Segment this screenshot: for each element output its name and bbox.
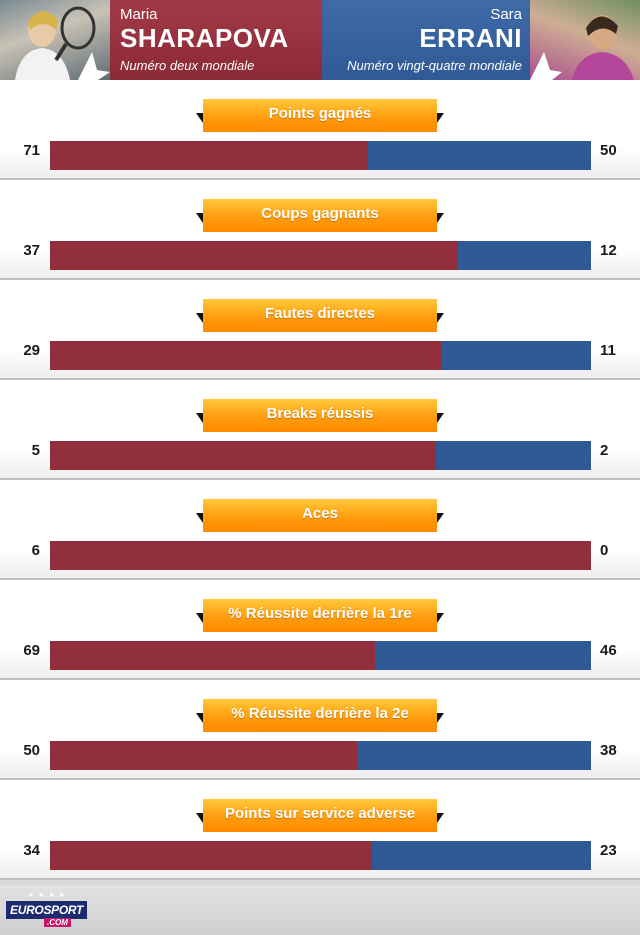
stat-value-left: 34 xyxy=(23,842,40,859)
player-right-photo xyxy=(530,0,640,80)
stat-comparison-bar xyxy=(50,241,591,270)
player-left-silhouette-icon xyxy=(15,6,110,80)
stat-bar-left-share xyxy=(50,641,375,670)
player-right-last-name: ERRANI xyxy=(419,23,522,53)
stat-row: Points gagnés 71 50 xyxy=(0,80,640,180)
stat-value-right: 50 xyxy=(600,142,617,159)
stat-value-right: 12 xyxy=(600,242,617,259)
banner-tab-left-icon xyxy=(196,413,203,423)
stat-bar-left-share xyxy=(50,341,443,370)
player-left-panel: Maria SHARAPOVA Numéro deux mondiale xyxy=(0,0,322,80)
stat-bar-left-share xyxy=(50,841,373,870)
stat-label: Aces xyxy=(203,499,437,532)
banner-tab-right-icon xyxy=(437,213,444,223)
stat-row: Fautes directes 29 11 xyxy=(0,280,640,380)
stat-label: % Réussite derrière la 2e xyxy=(203,699,437,732)
stat-label-banner: Points sur service adverse xyxy=(196,799,444,832)
stat-label: Fautes directes xyxy=(203,299,437,332)
banner-tab-left-icon xyxy=(196,113,203,123)
stat-label: Breaks réussis xyxy=(203,399,437,432)
stat-value-left: 6 xyxy=(31,542,40,559)
stat-label-banner: % Réussite derrière la 2e xyxy=(196,699,444,732)
player-right-silhouette-icon xyxy=(530,15,634,80)
eurosport-logo[interactable]: ★ ★ ★ ★ EUROSPORT .COM xyxy=(6,892,88,929)
banner-tab-right-icon xyxy=(437,613,444,623)
stat-row: Breaks réussis 5 2 xyxy=(0,380,640,480)
stat-comparison-bar xyxy=(50,441,591,470)
player-right-rank: Numéro vingt-quatre mondiale xyxy=(347,58,522,73)
banner-tab-right-icon xyxy=(437,713,444,723)
banner-tab-left-icon xyxy=(196,813,203,823)
stat-bar-left-share xyxy=(50,441,437,470)
stat-label-banner: Breaks réussis xyxy=(196,399,444,432)
player-right-first-name: Sara xyxy=(490,6,522,23)
logo-main-text: EUROSPORT xyxy=(6,901,88,919)
stat-comparison-bar xyxy=(50,641,591,670)
match-header: Maria SHARAPOVA Numéro deux mondiale Sar… xyxy=(0,0,640,80)
stat-label-banner: Fautes directes xyxy=(196,299,444,332)
stat-value-left: 5 xyxy=(31,442,40,459)
stat-label-banner: Coups gagnants xyxy=(196,199,444,232)
banner-tab-right-icon xyxy=(437,813,444,823)
stat-label-banner: Points gagnés xyxy=(196,99,444,132)
stat-label: Points gagnés xyxy=(203,99,437,132)
logo-sub-text: .COM xyxy=(44,918,71,927)
stat-row: % Réussite derrière la 2e 50 38 xyxy=(0,680,640,780)
stats-list: Points gagnés 71 50 Coups gagnants 37 12 Faute… xyxy=(0,80,640,880)
stat-value-right: 38 xyxy=(600,742,617,759)
banner-tab-left-icon xyxy=(196,513,203,523)
banner-tab-left-icon xyxy=(196,613,203,623)
banner-tab-right-icon xyxy=(437,413,444,423)
stars-icon: ★ ★ ★ ★ xyxy=(28,892,66,899)
stat-bar-left-share xyxy=(50,541,591,570)
stat-value-left: 29 xyxy=(23,342,40,359)
stat-value-right: 0 xyxy=(600,542,609,559)
banner-tab-right-icon xyxy=(437,313,444,323)
player-left-last-name: SHARAPOVA xyxy=(120,23,289,53)
player-left-photo xyxy=(0,0,110,80)
stat-bar-left-share xyxy=(50,141,368,170)
player-left-first-name: Maria xyxy=(120,6,158,23)
stat-value-right: 2 xyxy=(600,442,609,459)
stat-label: Points sur service adverse xyxy=(203,799,437,832)
player-left-rank: Numéro deux mondiale xyxy=(120,58,255,73)
stat-label: Coups gagnants xyxy=(203,199,437,232)
stat-label-banner: Aces xyxy=(196,499,444,532)
stat-comparison-bar xyxy=(50,341,591,370)
stat-value-right: 11 xyxy=(600,342,616,359)
stat-comparison-bar xyxy=(50,741,591,770)
banner-tab-right-icon xyxy=(437,513,444,523)
stat-label: % Réussite derrière la 1re xyxy=(203,599,437,632)
stat-value-left: 50 xyxy=(23,742,40,759)
stat-value-right: 23 xyxy=(600,842,617,859)
stat-row: Aces 6 0 xyxy=(0,480,640,580)
stat-value-right: 46 xyxy=(600,642,617,659)
stat-comparison-bar xyxy=(50,841,591,870)
banner-tab-left-icon xyxy=(196,713,203,723)
stat-bar-left-share xyxy=(50,241,459,270)
stat-bar-left-share xyxy=(50,741,358,770)
stat-label-banner: % Réussite derrière la 1re xyxy=(196,599,444,632)
footer: ★ ★ ★ ★ EUROSPORT .COM xyxy=(0,885,640,935)
stat-comparison-bar xyxy=(50,541,591,570)
stat-row: Points sur service adverse 34 23 xyxy=(0,780,640,880)
banner-tab-left-icon xyxy=(196,313,203,323)
stat-comparison-bar xyxy=(50,141,591,170)
stat-value-left: 71 xyxy=(23,142,40,159)
banner-tab-left-icon xyxy=(196,213,203,223)
stat-row: Coups gagnants 37 12 xyxy=(0,180,640,280)
banner-tab-right-icon xyxy=(437,113,444,123)
stat-row: % Réussite derrière la 1re 69 46 xyxy=(0,580,640,680)
stat-value-left: 37 xyxy=(23,242,40,259)
stat-value-left: 69 xyxy=(23,642,40,659)
